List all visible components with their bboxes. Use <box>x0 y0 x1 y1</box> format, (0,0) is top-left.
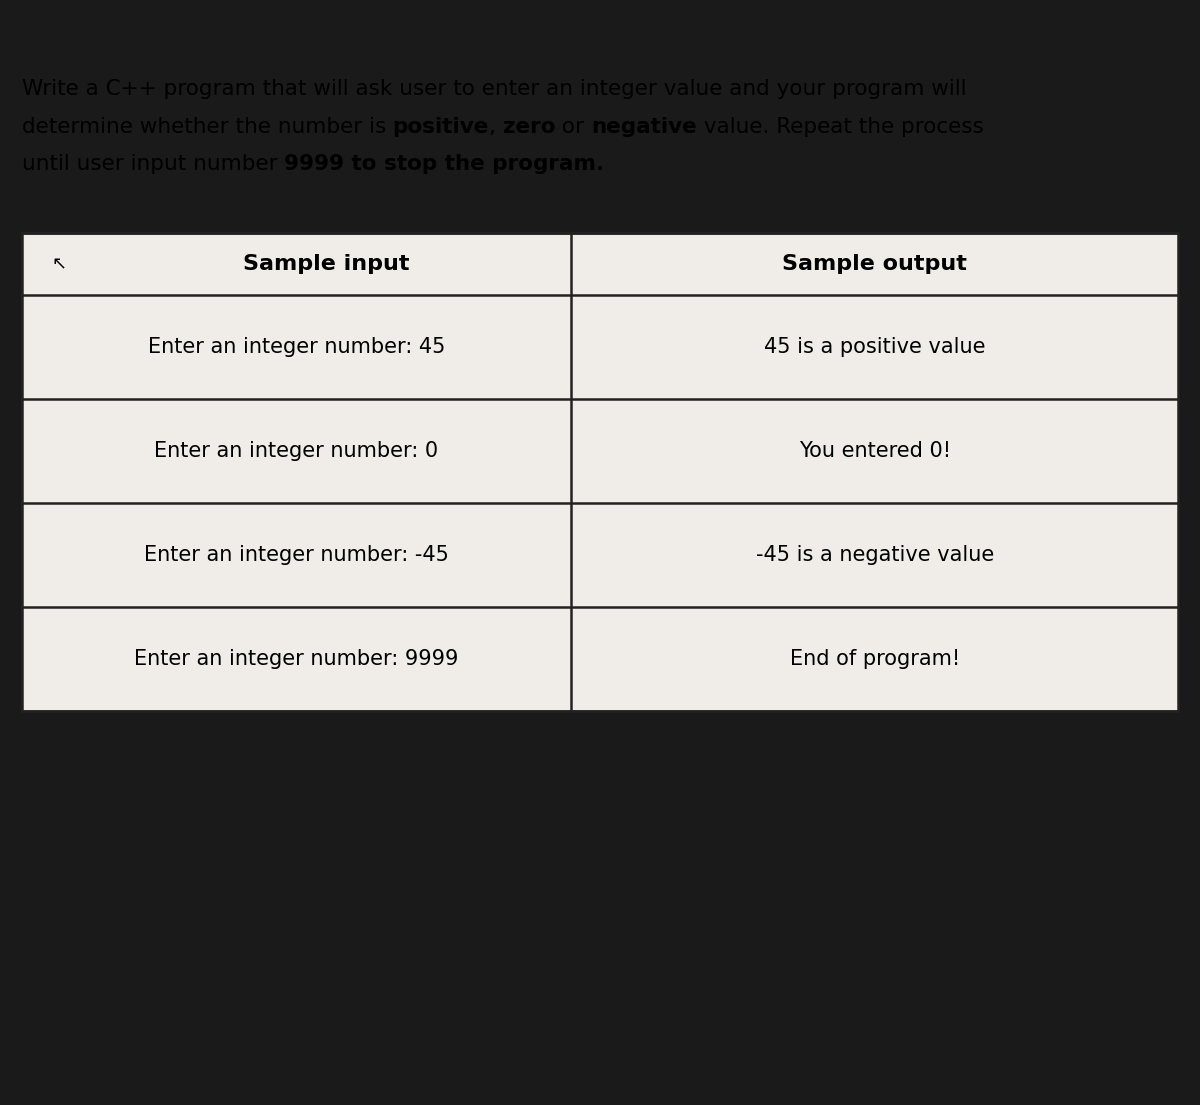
Text: Sample output: Sample output <box>782 254 967 274</box>
Text: negative: negative <box>592 117 697 137</box>
Text: until user input number: until user input number <box>22 154 284 175</box>
Text: Enter an integer number: 9999: Enter an integer number: 9999 <box>134 649 458 669</box>
Text: Enter an integer number: -45: Enter an integer number: -45 <box>144 545 449 565</box>
Text: 45 is a positive value: 45 is a positive value <box>764 337 985 357</box>
Bar <box>22 233 1178 711</box>
Text: Write a C++ program that will ask user to enter an integer value and your progra: Write a C++ program that will ask user t… <box>22 80 966 99</box>
Text: -45 is a negative value: -45 is a negative value <box>756 545 994 565</box>
Text: 9999 to stop the program.: 9999 to stop the program. <box>284 154 605 175</box>
Text: determine whether the number is: determine whether the number is <box>22 117 392 137</box>
Text: zero: zero <box>503 117 556 137</box>
Text: Sample input: Sample input <box>244 254 409 274</box>
Text: Enter an integer number: 0: Enter an integer number: 0 <box>155 441 438 461</box>
Text: or: or <box>556 117 592 137</box>
Text: positive: positive <box>392 117 490 137</box>
Text: Enter an integer number: 45: Enter an integer number: 45 <box>148 337 445 357</box>
Text: You entered 0!: You entered 0! <box>799 441 950 461</box>
Text: value. Repeat the process: value. Repeat the process <box>697 117 984 137</box>
Text: ↖: ↖ <box>52 255 67 273</box>
Text: ,: , <box>490 117 503 137</box>
Text: End of program!: End of program! <box>790 649 960 669</box>
